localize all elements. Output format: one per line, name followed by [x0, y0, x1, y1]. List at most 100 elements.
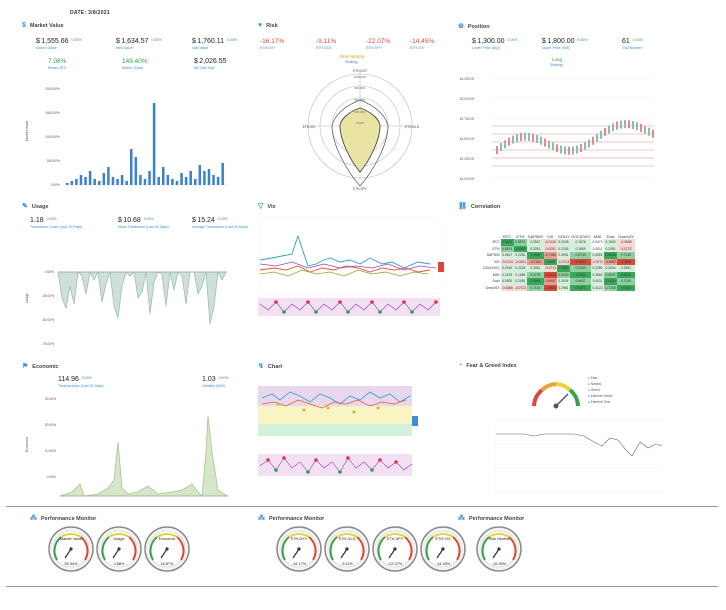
position-panel: ⊕ Position $ 1,300.00 0.00% Lower Price (B…: [458, 22, 658, 192]
corr-cell: 0.2251: [526, 245, 544, 252]
corr-cell: 1.0000: [526, 252, 544, 259]
gauge-value: -9.11%: [341, 562, 353, 566]
bar: [116, 179, 119, 185]
y-axis-label: Market Value: [25, 121, 29, 141]
performance-gauge: Market Value 55.54%: [48, 524, 94, 580]
gauge-value: -22.07%: [387, 562, 403, 566]
radar-label: ETH-VIX: [303, 125, 316, 129]
corr-cell: -0.9312: [570, 258, 592, 265]
candle: [652, 129, 654, 138]
bar: [125, 181, 128, 185]
corr-cell: 0.5230: [570, 265, 592, 272]
corr-cell: 0.0473: [591, 239, 604, 246]
candle: [576, 145, 578, 154]
radar-tick: 1000.00%: [354, 75, 367, 79]
y-tick: 20.00%: [45, 423, 56, 427]
kpi-eth-gld: -9.11% ETH-GLD: [316, 38, 337, 50]
candle: [588, 139, 590, 148]
corr-cell: -0.0722: [513, 284, 527, 291]
bar: [148, 171, 151, 185]
corr-col-header: ETH: [516, 234, 525, 239]
radar-tick: 100.00%: [354, 110, 366, 114]
position-mode-label: Strategy: [550, 63, 564, 67]
kpi-volatility: 1.03 0.00% Volatility (M30): [202, 376, 229, 388]
gauge-value: -16.17%: [291, 562, 307, 566]
kpi-return-total: 143.40% Return (Total): [122, 58, 148, 70]
kpi-return-rt: 7.08% Return (RT): [48, 58, 67, 70]
bar: [120, 175, 124, 185]
edit-icon: ✎: [22, 203, 28, 210]
risk-panel: ♥ Risk -16.17% ETH-DXY -9.11% ETH-GLD -22.0…: [258, 22, 458, 192]
corr-cell: 0.1576: [570, 239, 592, 246]
bar: [88, 171, 92, 185]
usage-panel: ✎ Usage 1.18 0.00% Transaction Count (Last…: [22, 202, 248, 352]
bar: [171, 179, 174, 185]
panel-title: Correlation: [470, 204, 501, 210]
gauge-label: ETH-DXY: [290, 537, 308, 541]
corr-col-header: Dow: [606, 234, 615, 239]
candle: [632, 121, 634, 130]
candle: [560, 145, 562, 154]
economic-panel: ⚑ Economic 114.96 0.00% Treat Analysis (La…: [22, 362, 232, 502]
candle: [516, 134, 518, 143]
risk-radar-chart: ETH-DXY ETH-GLD ETH-SPY ETH-VIX 1000.00%…: [303, 69, 420, 191]
corr-cell: -0.6987: [543, 278, 557, 285]
performance-gauge: Risk Neutral -15.95%: [476, 524, 522, 580]
corr-cell: 0.2049: [500, 265, 514, 272]
performance-monitor-3: ⁂ Performance Monitor Risk Neutral -15.95%: [458, 514, 658, 584]
corr-cell: 1.0000: [513, 245, 527, 252]
bar: [175, 181, 179, 185]
bar: [207, 169, 211, 185]
candle: [608, 125, 610, 134]
candle: [512, 135, 514, 144]
corr-cell: 1.0000: [543, 258, 557, 265]
link-icon: ⛓: [458, 203, 467, 210]
y-tick: 1000.00%: [45, 135, 60, 139]
kpi-eth-dxy: -16.17% ETH-DXY: [260, 38, 285, 50]
corr-cell: 1.0000: [556, 265, 571, 272]
corr-col-header: M30: [593, 234, 602, 239]
bar: [98, 181, 101, 185]
corr-cell: 0.2051: [513, 278, 527, 285]
corr-cell: 0.7145: [617, 252, 635, 259]
y-tick: 0.00%: [47, 475, 56, 479]
gauge-dial: [276, 526, 322, 572]
candle: [540, 136, 542, 145]
kpi-new-value: $ 1,634.57 0.00% New Value: [116, 38, 162, 50]
panel-title: Chart: [267, 364, 283, 370]
gauge-value: 4.88%: [113, 562, 125, 566]
corr-cell: 0.1669: [513, 271, 527, 278]
corr-cell: 0.7246: [617, 278, 635, 285]
candle: [508, 137, 510, 146]
y-tick: -25.00%: [42, 294, 54, 298]
corr-cell: 0.9548: [526, 278, 544, 285]
corr-cell: -0.0722: [617, 245, 635, 252]
candle: [596, 133, 598, 142]
gauge-value: -14.45%: [435, 562, 451, 566]
bar: [184, 177, 188, 185]
candle: [600, 130, 602, 139]
candle: [580, 144, 582, 153]
y-axis-label: Economic: [25, 436, 29, 452]
corr-cell: 0.1800: [603, 239, 618, 246]
corr-cell: 0.8974: [513, 239, 527, 246]
corr-col-header: BTC: [503, 234, 512, 239]
candle: [648, 127, 650, 136]
divider: [6, 586, 718, 587]
corr-cell: 0.2153: [513, 265, 527, 272]
candle: [556, 144, 558, 153]
performance-gauge: Usage 4.88%: [96, 524, 142, 580]
gauge-value: -15.95%: [491, 562, 507, 566]
risk-status: Risk Neutral: [340, 54, 365, 59]
y-tick: 0.00%: [51, 183, 60, 187]
panel-title: Market Value: [29, 23, 64, 29]
corr-row: S&P500 0.2547 0.2251 1.0000 -0.7184 0.3051 0.6…: [482, 252, 635, 259]
bar: [66, 183, 69, 185]
kpi-average-transaction: $ 15.24 0.00% Average Transaction (Last 3…: [192, 217, 248, 229]
corr-row-label: Dow/VIX: [485, 285, 500, 290]
candle: [532, 133, 534, 142]
corr-cell: -0.2713: [543, 265, 557, 272]
bar: [189, 171, 192, 185]
performance-gauge: ETH-SPY -22.07%: [372, 524, 418, 580]
chart-panel: ↯ Chart: [258, 362, 448, 502]
